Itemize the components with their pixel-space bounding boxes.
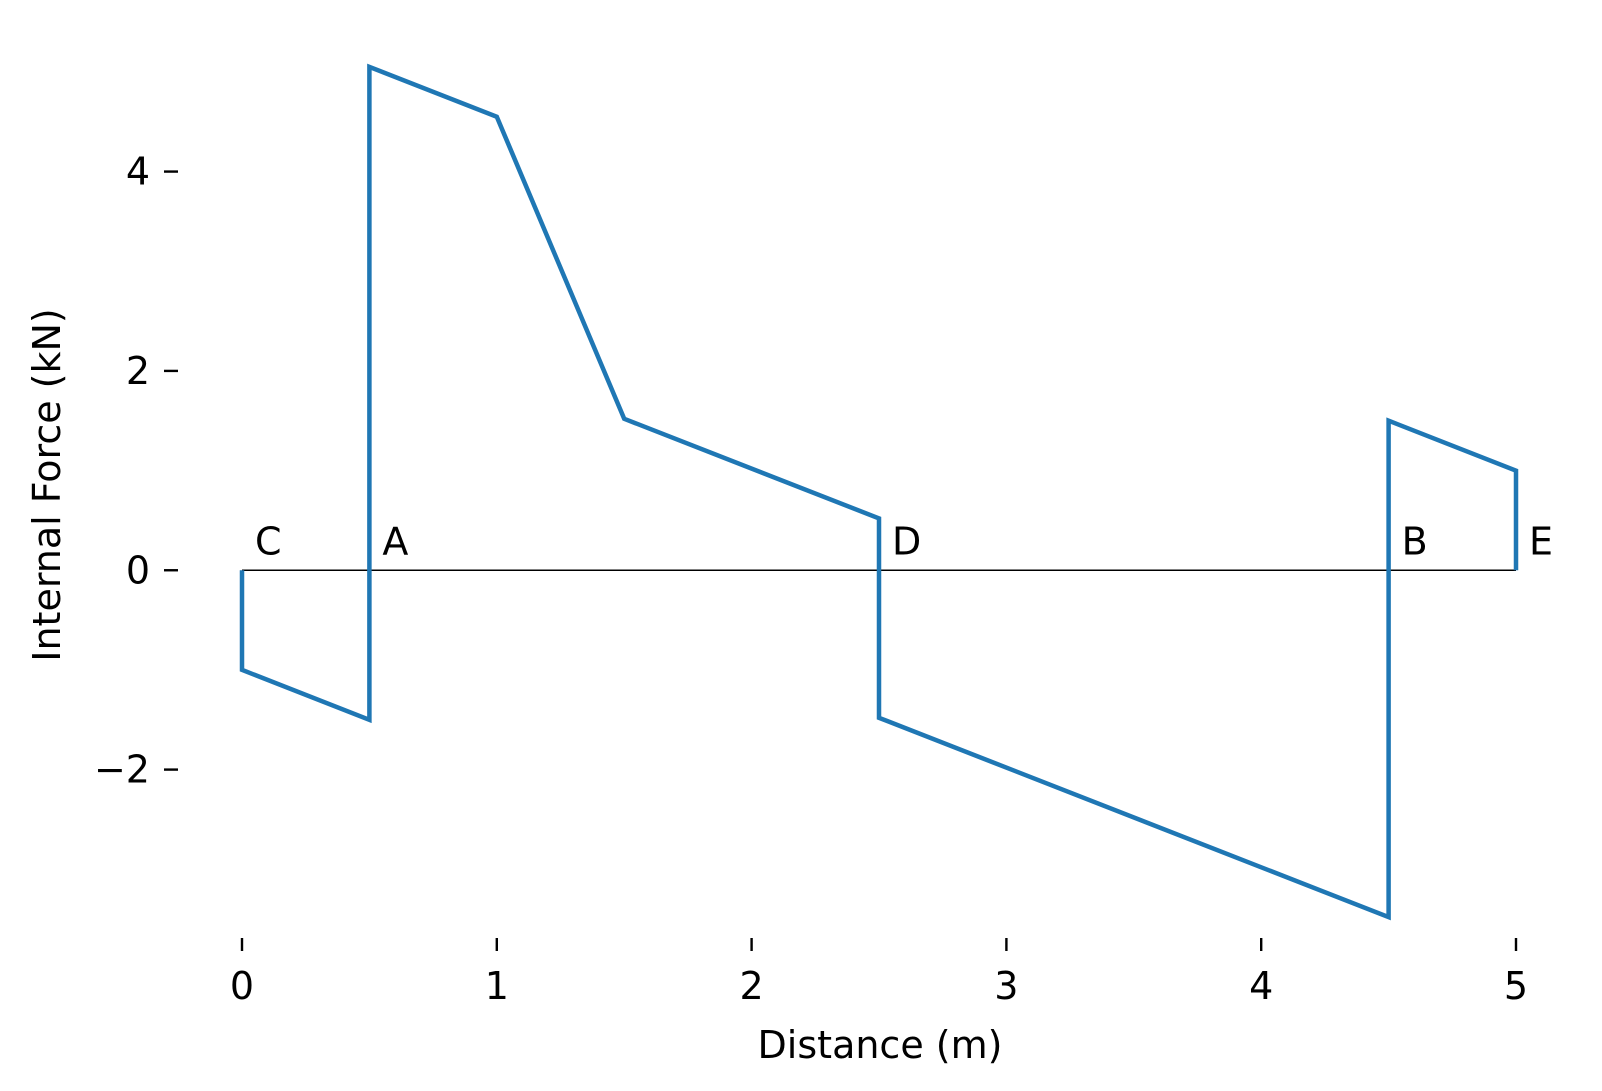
y-tick-label: 0: [126, 548, 150, 592]
x-axis-label: Distance (m): [758, 1023, 1003, 1067]
point-label-c: C: [255, 519, 282, 563]
point-label-a: A: [382, 519, 408, 563]
x-tick-label: 4: [1249, 964, 1273, 1008]
y-tick-label: 4: [126, 150, 150, 194]
x-tick-label: 2: [740, 964, 764, 1008]
x-tick-label: 1: [485, 964, 509, 1008]
x-tick-label: 5: [1504, 964, 1528, 1008]
point-label-d: D: [892, 519, 921, 563]
y-tick-label: 2: [126, 349, 150, 393]
y-axis-label: Internal Force (kN): [25, 308, 69, 662]
x-tick-label: 0: [230, 964, 254, 1008]
y-tick-label: −2: [94, 748, 150, 792]
point-label-e: E: [1529, 519, 1553, 563]
point-label-b: B: [1402, 519, 1428, 563]
plot-area: 0 1 2 3 4 5 −2 0 2 4 C A D B E: [94, 63, 1553, 1008]
x-tick-label: 3: [994, 964, 1018, 1008]
series-line-0: [239, 63, 1519, 921]
